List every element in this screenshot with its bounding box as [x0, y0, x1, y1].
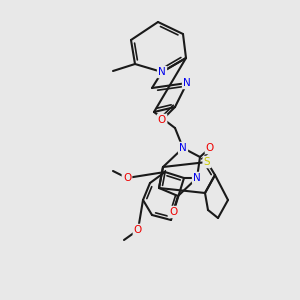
Text: O: O [123, 173, 131, 183]
Text: S: S [204, 157, 210, 167]
Text: O: O [169, 207, 177, 217]
Text: N: N [179, 143, 187, 153]
Text: O: O [158, 115, 166, 125]
Text: O: O [134, 225, 142, 235]
Text: N: N [158, 67, 166, 77]
Text: N: N [183, 78, 191, 88]
Text: N: N [193, 173, 201, 183]
Text: O: O [206, 143, 214, 153]
